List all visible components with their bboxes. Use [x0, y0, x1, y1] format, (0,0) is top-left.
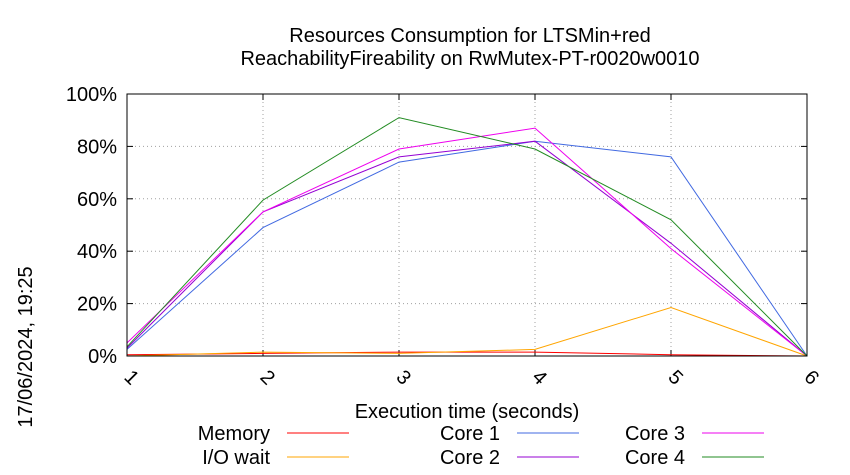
- series-line-core-4: [126, 117, 808, 357]
- timestamp-label: 17/06/2024, 19:25: [15, 266, 37, 427]
- x-tick-label: 6: [800, 366, 823, 389]
- y-tick-label: 20%: [77, 294, 117, 316]
- series-line-i-o-wait: [126, 306, 808, 357]
- y-tick-labels: 0% 20% 40% 60% 80% 100%: [66, 84, 807, 368]
- series-line-memory: [126, 351, 808, 357]
- y-tick-label: 60%: [77, 189, 117, 211]
- legend-label-memory: Memory: [198, 423, 270, 445]
- legend-label-i-o-wait: I/O wait: [202, 447, 270, 469]
- x-tick-label: 1: [120, 366, 143, 389]
- legend-label-core-4: Core 4: [625, 447, 685, 469]
- series-lines: [126, 117, 808, 357]
- x-tick-label: 3: [392, 366, 415, 389]
- legend-label-core-2: Core 2: [440, 447, 500, 469]
- legend-label-core-3: Core 3: [625, 423, 685, 445]
- y-tick-label: 40%: [77, 241, 117, 263]
- x-tick-label: 2: [256, 366, 279, 389]
- x-tick-label: 5: [664, 366, 687, 389]
- series-line-core-1: [126, 140, 808, 357]
- y-tick-label: 80%: [77, 136, 117, 158]
- x-axis-label: Execution time (seconds): [355, 401, 580, 423]
- legend-label-core-1: Core 1: [440, 423, 500, 445]
- grid-lines: [127, 94, 807, 356]
- chart-title-line1: Resources Consumption for LTSMin+red: [289, 25, 650, 47]
- series-line-core-3: [126, 127, 808, 357]
- y-tick-label: 0%: [88, 346, 117, 368]
- plot-frame: [126, 93, 808, 357]
- chart-title-line2: ReachabilityFireability on RwMutex-PT-r0…: [240, 48, 699, 70]
- x-tick-label: 4: [528, 366, 551, 389]
- y-tick-label: 100%: [66, 84, 117, 106]
- series-line-core-2: [126, 140, 808, 357]
